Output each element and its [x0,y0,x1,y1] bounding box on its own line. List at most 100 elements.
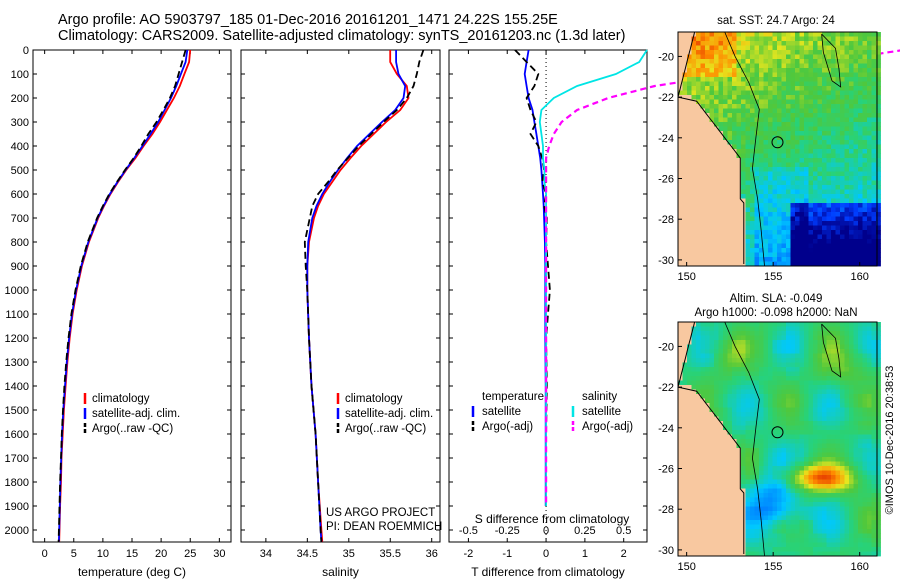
series-line-salinity-satellite [538,49,648,506]
x-tick-label: 2 [621,548,627,560]
x-tick-label: 35 [343,548,355,560]
y-tick-label: 1100 [5,309,29,321]
lon-tick-label: 150 [677,271,695,283]
lat-tick-label: -20 [658,341,674,353]
panel-frame [240,49,441,543]
x-tick-label: 5 [71,548,77,560]
panel-frame [448,49,648,543]
seamount-contour [821,323,842,378]
seamount-contour [821,33,842,88]
y-tick-label: 1600 [5,429,29,441]
x-tick-label-secondary: 0 [543,525,549,537]
series-line-satelliteadjclim [58,49,189,543]
lat-tick-label: -24 [658,133,674,145]
series-line-climatology [306,50,410,543]
legend-group-temperature: temperature [482,391,544,403]
legend-label: satellite-adj. clim. [345,408,433,420]
coastline [677,321,745,554]
credit-line-1: US ARGO PROJECT [326,507,435,519]
lon-tick-label: 150 [677,561,695,573]
y-tick-label: 2000 [5,525,29,537]
y-tick-label: 600 [11,189,29,201]
imos-timestamp: ©IMOS 10-Dec-2016 20:38:53 [884,366,896,515]
lon-tick-label: 160 [851,271,869,283]
legend-label: satellite [482,406,521,418]
map-frame [677,31,878,267]
x-tick-label: 25 [184,548,196,560]
x-tick-label-secondary: 0.5 [616,525,631,537]
sla-map [678,322,881,557]
x-tick-label: 20 [155,548,167,560]
title-line-2: Climatology: CARS2009. Satellite-adjuste… [58,28,626,44]
series-line-satelliteadjclim [306,50,407,543]
x-tick-label: 34 [260,548,272,560]
y-tick-label: 1900 [5,501,29,513]
x-axis-label: temperature (deg C) [78,565,186,579]
credit-line-2: PI: DEAN ROEMMICH [326,521,442,533]
series-line-argorawqc [303,49,425,543]
legend-label: satellite [582,406,621,418]
x-tick-label: 35.5 [380,548,401,560]
y-tick-label: 900 [11,261,29,273]
x-tick-label: 1 [582,548,588,560]
x-tick-label: 10 [97,548,109,560]
series-line-climatology [58,49,192,543]
title-line-1: Argo profile: AO 5903797_185 01-Dec-2016… [58,12,558,28]
legend-label: satellite-adj. clim. [92,408,180,420]
x-axis-label: T difference from climatology [471,565,625,579]
sla-map-title: Altim. SLA: -0.049 [730,293,823,305]
series-line-salinity-argoadj [544,49,900,506]
legend-label: Argo(-adj) [582,421,633,433]
lat-tick-label: -28 [658,214,674,226]
y-tick-label: 1500 [5,405,29,417]
legend-label: climatology [92,393,150,405]
x-tick-label-secondary: 0.25 [574,525,595,537]
lat-tick-label: -28 [658,504,674,516]
sla-map-subtitle: Argo h1000: -0.098 h2000: NaN [694,307,857,319]
legend-label: Argo(..raw -QC) [92,423,173,435]
lon-tick-label: 155 [764,561,782,573]
y-tick-label: 1400 [5,381,29,393]
sst-map [678,32,881,267]
lat-tick-label: -30 [658,255,674,267]
y-tick-label: 0 [23,45,29,57]
lat-tick-label: -30 [658,545,674,557]
lat-tick-label: -22 [658,92,674,104]
x-axis-label: salinity [322,565,359,579]
x-axis-label-secondary: S difference from climatology [475,512,630,526]
y-tick-label: 1800 [5,477,29,489]
x-tick-label: 0 [543,548,549,560]
panel-frame [32,49,232,543]
argo-position-marker [771,426,784,439]
lat-tick-label: -22 [658,382,674,394]
y-tick-label: 400 [11,141,29,153]
legend-label: Argo(..raw -QC) [345,423,426,435]
sst-map-title: sat. SST: 24.7 Argo: 24 [717,15,835,27]
y-tick-label: 1700 [5,453,29,465]
y-tick-label: 800 [11,237,29,249]
y-tick-label: 100 [11,69,29,81]
x-tick-label: 0 [42,548,48,560]
coastline [677,31,745,264]
lon-tick-label: 160 [851,561,869,573]
x-tick-label: 34.5 [297,548,318,560]
lat-tick-label: -26 [658,174,674,186]
y-tick-label: 1300 [5,357,29,369]
legend-group-salinity: salinity [582,391,617,403]
x-tick-label: 30 [213,548,225,560]
map-frame [677,321,878,557]
lat-tick-label: -20 [658,51,674,63]
lat-tick-label: -26 [658,464,674,476]
x-tick-label: -1 [502,548,512,560]
lon-tick-label: 155 [764,271,782,283]
y-tick-label: 1200 [5,333,29,345]
legend-label: climatology [345,393,403,405]
bathymetry-contour [724,31,765,267]
y-tick-label: 700 [11,213,29,225]
y-tick-label: 200 [11,93,29,105]
lat-tick-label: -24 [658,423,674,435]
y-tick-label: 1000 [5,285,29,297]
y-tick-label: 500 [11,165,29,177]
x-tick-label: 36 [426,548,438,560]
